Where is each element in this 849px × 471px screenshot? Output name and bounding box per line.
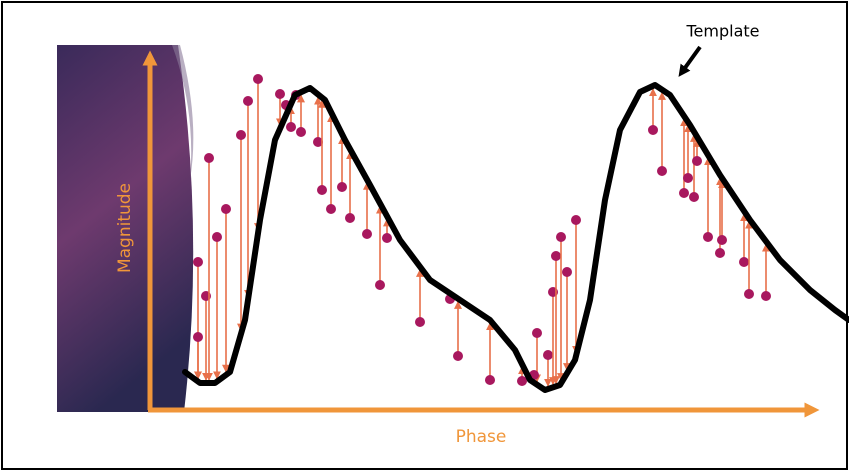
data-point	[571, 215, 581, 225]
data-point	[313, 137, 323, 147]
data-point	[543, 350, 553, 360]
data-point	[236, 130, 246, 140]
panel-highlight	[172, 45, 194, 180]
data-point	[221, 204, 231, 214]
data-point	[679, 188, 689, 198]
data-point	[345, 213, 355, 223]
data-point	[362, 229, 372, 239]
template-label: Template	[685, 22, 759, 41]
data-point	[683, 173, 693, 183]
data-point	[648, 125, 658, 135]
data-point	[717, 235, 727, 245]
data-point	[317, 185, 327, 195]
data-point	[204, 153, 214, 163]
x-axis-label: Phase	[456, 427, 507, 447]
template-pointer	[678, 45, 702, 77]
data-point	[337, 182, 347, 192]
data-point	[692, 156, 702, 166]
data-point	[703, 232, 713, 242]
data-point	[326, 204, 336, 214]
data-point	[253, 74, 263, 84]
side-panel	[57, 45, 194, 412]
data-point	[715, 248, 725, 258]
data-point	[551, 251, 561, 261]
data-point	[382, 233, 392, 243]
data-point	[193, 332, 203, 342]
data-point	[744, 289, 754, 299]
data-point	[296, 127, 306, 137]
data-point	[193, 257, 203, 267]
data-point	[485, 375, 495, 385]
data-point	[657, 166, 667, 176]
data-point	[556, 232, 566, 242]
data-point	[415, 317, 425, 327]
data-point	[689, 192, 699, 202]
data-point	[739, 257, 749, 267]
data-point	[275, 89, 285, 99]
data-point	[453, 351, 463, 361]
data-point	[517, 376, 527, 386]
template-curve	[182, 82, 849, 393]
data-point	[532, 328, 542, 338]
data-point	[212, 232, 222, 242]
data-point	[761, 291, 771, 301]
y-axis-label: Magnitude	[115, 183, 135, 273]
data-point	[562, 267, 572, 277]
data-point	[286, 122, 296, 132]
data-point	[243, 96, 253, 106]
measurements	[193, 74, 771, 387]
data-point	[375, 280, 385, 290]
